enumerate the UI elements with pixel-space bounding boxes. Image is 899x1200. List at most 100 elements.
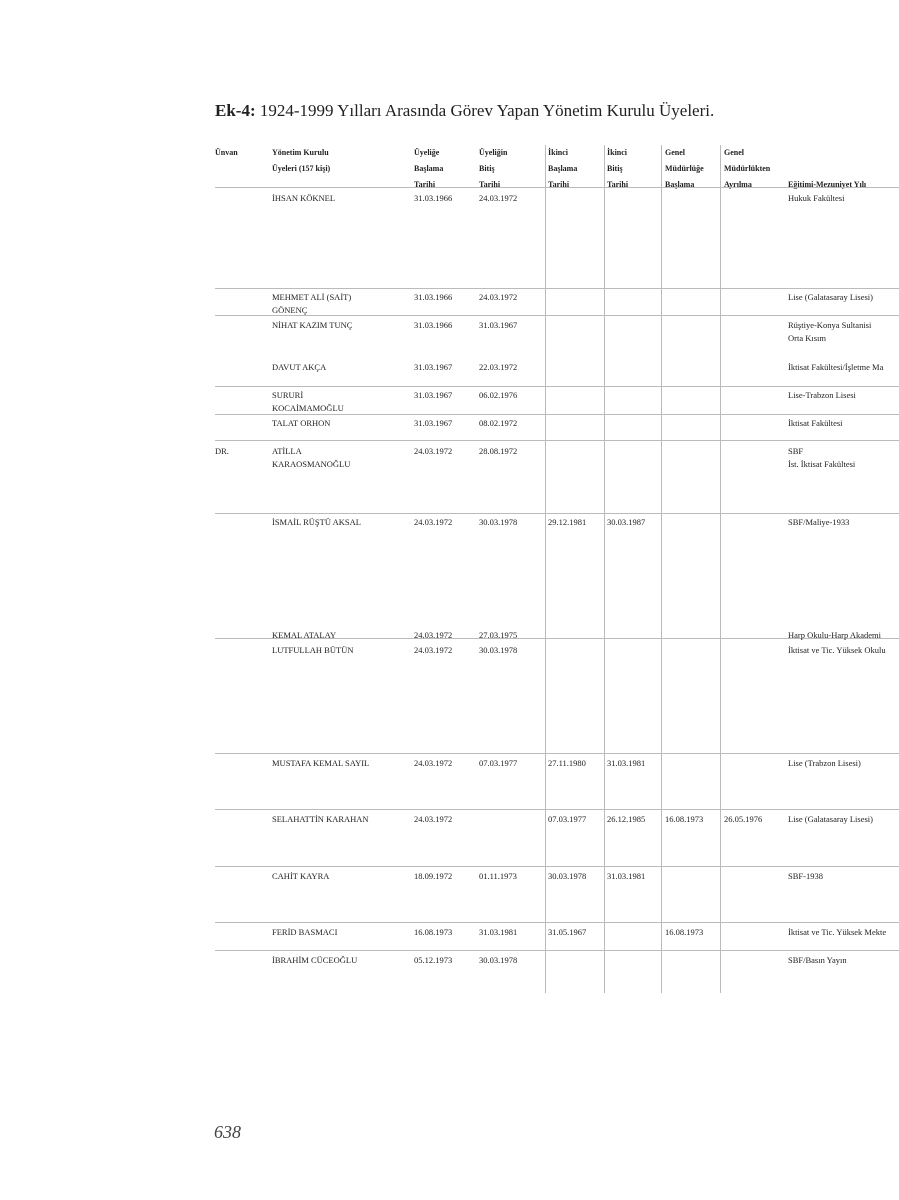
title-cell: DR. (215, 446, 229, 456)
date-cell: 31.03.1966 (414, 320, 453, 330)
education-cell: İktisat Fakültesi/İşletme Ma (788, 362, 884, 372)
date-cell: 31.05.1967 (548, 927, 587, 937)
column-header: Genel Müdürlüğe Başlama (665, 148, 704, 189)
column-header: Genel Müdürlükten Ayrılma (724, 148, 771, 189)
date-cell: 07.03.1977 (479, 758, 518, 768)
row-divider (215, 187, 899, 188)
member-name: NİHAT KAZIM TUNÇ (272, 320, 353, 330)
date-cell: 06.02.1976 (479, 390, 518, 400)
row-divider (215, 513, 899, 514)
date-cell: 18.09.1972 (414, 871, 453, 881)
date-cell: 01.11.1973 (479, 871, 517, 881)
date-cell: 07.03.1977 (548, 814, 587, 824)
row-divider (215, 414, 899, 415)
date-cell: 26.05.1976 (724, 814, 763, 824)
row-divider (215, 753, 899, 754)
row-divider (215, 950, 899, 951)
date-cell: 30.03.1978 (479, 645, 518, 655)
date-cell: 16.08.1973 (414, 927, 453, 937)
date-cell: 24.03.1972 (414, 517, 453, 527)
row-divider (215, 386, 899, 387)
member-name: SELAHATTİN KARAHAN (272, 814, 369, 824)
member-name: İSMAİL RÜŞTÜ AKSAL (272, 517, 361, 527)
date-cell: 28.08.1972 (479, 446, 518, 456)
member-name: MEHMET ALİ (SAİT) GÖNENÇ (272, 292, 352, 315)
date-cell: 30.03.1987 (607, 517, 646, 527)
row-divider (215, 440, 899, 441)
column-header: Eğitimi-Mezuniyet Yılı (788, 180, 867, 189)
column-header: İkinci Başlama Tarihi (548, 148, 578, 189)
date-cell: 31.03.1981 (479, 927, 518, 937)
date-cell: 24.03.1972 (479, 292, 518, 302)
date-cell: 31.03.1967 (479, 320, 518, 330)
column-divider (545, 145, 546, 993)
date-cell: 31.03.1967 (414, 390, 453, 400)
date-cell: 31.03.1981 (607, 758, 646, 768)
column-divider (604, 145, 605, 993)
date-cell: 26.12.1985 (607, 814, 646, 824)
row-divider (215, 866, 899, 867)
education-cell: Lise-Trabzon Lisesi (788, 390, 856, 400)
column-divider (720, 145, 721, 993)
date-cell: 31.03.1967 (414, 418, 453, 428)
member-name: TALAT ORHON (272, 418, 331, 428)
member-name: CAHİT KAYRA (272, 871, 330, 881)
education-cell: SBF/Maliye-1933 (788, 517, 850, 527)
date-cell: 31.03.1966 (414, 292, 453, 302)
education-cell: SBF/Basın Yayın (788, 955, 847, 965)
title-label: Ek-4: (215, 101, 256, 120)
date-cell: 16.08.1973 (665, 927, 704, 937)
date-cell: 30.03.1978 (548, 871, 587, 881)
date-cell: 24.03.1972 (414, 814, 453, 824)
education-cell: Harp Okulu-Harp Akademi (788, 630, 882, 640)
date-cell: 31.03.1981 (607, 871, 646, 881)
row-divider (215, 288, 899, 289)
date-cell: 16.08.1973 (665, 814, 704, 824)
column-divider (661, 145, 662, 993)
date-cell: 24.03.1972 (414, 630, 453, 640)
date-cell: 29.12.1981 (548, 517, 587, 527)
column-header: Yönetim Kurulu Üyeleri (157 kişi) (272, 148, 331, 173)
education-cell: Hukuk Fakültesi (788, 193, 845, 203)
column-header: Üyeliğe Başlama Tarihi (414, 148, 444, 189)
date-cell: 24.03.1972 (414, 758, 453, 768)
date-cell: 27.11.1980 (548, 758, 586, 768)
member-name: SURURİ KOCAİMAMOĞLU (272, 390, 344, 413)
row-divider (215, 922, 899, 923)
education-cell: SBF İst. İktisat Fakültesi (788, 446, 856, 469)
education-cell: İktisat ve Tic. Yüksek Mekte (788, 927, 887, 937)
page-number: 638 (214, 1122, 241, 1142)
member-name: MUSTAFA KEMAL SAYIL (272, 758, 370, 768)
row-divider (215, 638, 899, 639)
date-cell: 24.03.1972 (414, 645, 453, 655)
member-name: İBRAHİM CÜCEOĞLU (272, 955, 358, 965)
row-divider (215, 809, 899, 810)
date-cell: 31.03.1967 (414, 362, 453, 372)
education-cell: Rüştiye-Konya Sultanisi Orta Kısım (788, 320, 872, 343)
member-name: LUTFULLAH BÜTÜN (272, 645, 354, 655)
member-name: ATİLLA KARAOSMANOĞLU (272, 446, 351, 469)
education-cell: İktisat Fakültesi (788, 418, 843, 428)
row-divider (215, 315, 899, 316)
column-header: İkinci Bitiş Tarihi (607, 148, 629, 189)
member-name: DAVUT AKÇA (272, 362, 327, 372)
date-cell: 24.03.1972 (479, 193, 518, 203)
date-cell: 22.03.1972 (479, 362, 518, 372)
member-name: İHSAN KÖKNEL (272, 193, 336, 203)
date-cell: 05.12.1973 (414, 955, 453, 965)
date-cell: 30.03.1978 (479, 955, 518, 965)
education-cell: Lise (Galatasaray Lisesi) (788, 292, 873, 302)
education-cell: Lise (Galatasaray Lisesi) (788, 814, 873, 824)
education-cell: İktisat ve Tic. Yüksek Okulu (788, 645, 886, 655)
column-header: Üyeliğin Bitiş Tarihi (479, 148, 508, 189)
member-name: KEMAL ATALAY (272, 630, 337, 640)
education-cell: Lise (Trabzon Lisesi) (788, 758, 861, 768)
date-cell: 31.03.1966 (414, 193, 453, 203)
column-header: Ünvan (215, 148, 238, 157)
education-cell: SBF-1938 (788, 871, 823, 881)
page-title: Ek-4: 1924-1999 Yılları Arasında Görev Y… (215, 101, 714, 121)
title-text: 1924-1999 Yılları Arasında Görev Yapan Y… (255, 101, 715, 120)
member-name: FERİD BASMACI (272, 927, 338, 937)
date-cell: 08.02.1972 (479, 418, 518, 428)
date-cell: 24.03.1972 (414, 446, 453, 456)
